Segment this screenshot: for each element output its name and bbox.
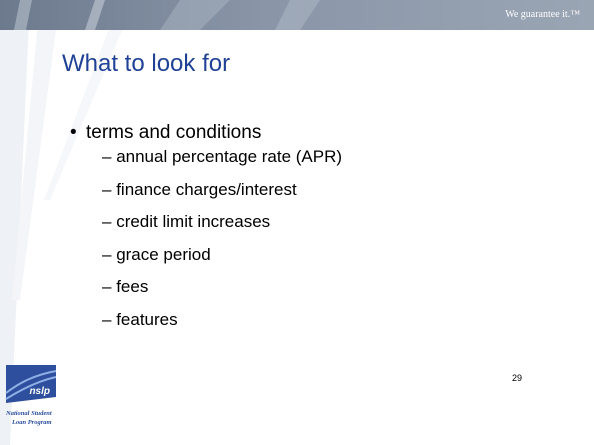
logo-text: nslp	[29, 386, 50, 397]
sub-item: features	[102, 307, 342, 340]
page-number: 29	[512, 373, 523, 383]
banner-streaks	[14, 0, 320, 30]
streak	[160, 0, 230, 30]
streak	[85, 0, 105, 30]
streak	[12, 0, 60, 300]
content: terms and conditionsannual percentage ra…	[70, 122, 342, 340]
tagline: We guarantee it.™	[505, 9, 580, 20]
sub-item: credit limit increases	[102, 209, 342, 242]
logo: nslp National Student Loan Program	[5, 365, 57, 426]
sub-list: annual percentage rate (APR)finance char…	[70, 144, 342, 340]
sub-item: fees	[102, 274, 342, 307]
logo-swoosh	[5, 370, 57, 400]
sub-item: grace period	[102, 242, 342, 275]
bullet: terms and conditions	[70, 122, 342, 144]
streak	[14, 0, 32, 30]
sub-item: finance charges/interest	[102, 177, 342, 210]
streak	[0, 0, 30, 445]
sub-item: annual percentage rate (APR)	[102, 144, 342, 177]
logo-line: Loan Program	[11, 419, 52, 426]
slide-title: What to look for	[62, 50, 231, 77]
header-banner: We guarantee it.™	[0, 0, 594, 30]
logo-mark	[6, 365, 56, 403]
logo-line: National Student	[5, 410, 52, 417]
streak	[44, 0, 135, 200]
streak	[275, 0, 320, 30]
